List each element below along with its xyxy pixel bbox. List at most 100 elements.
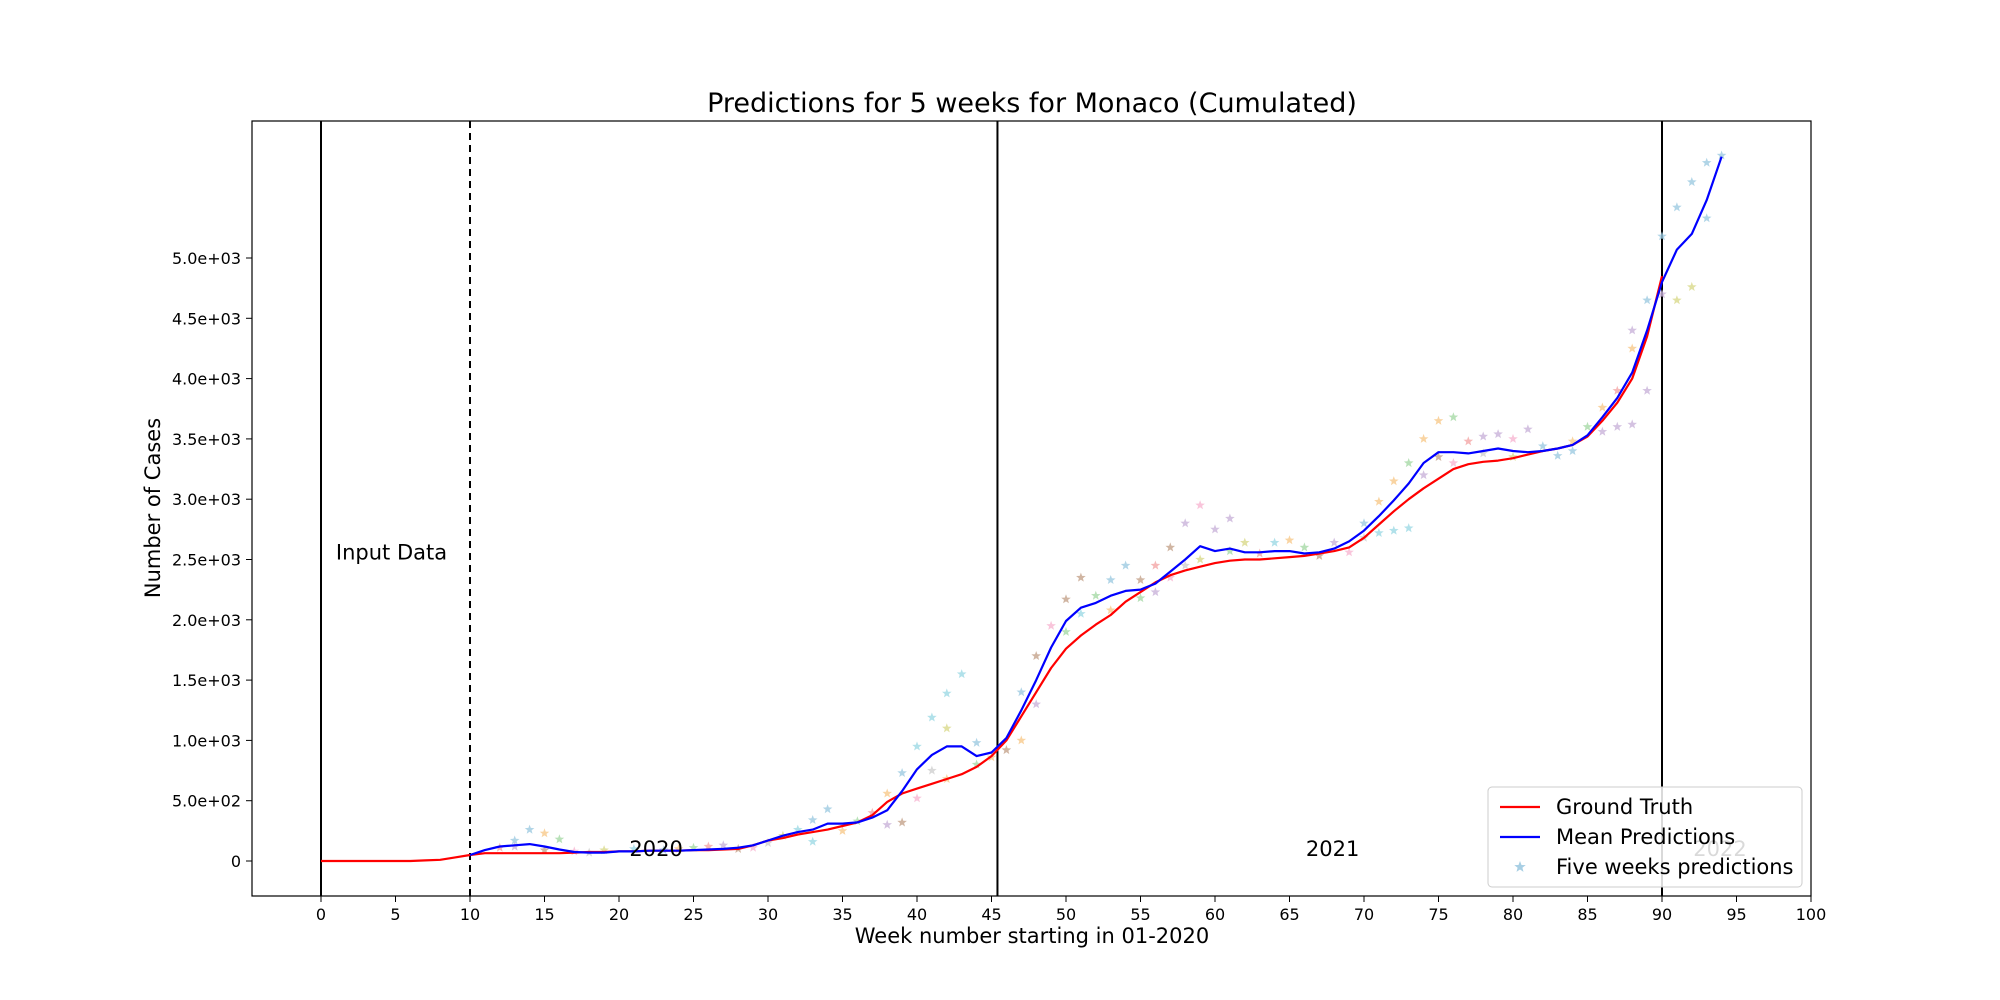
y-tick-label: 0 — [231, 852, 241, 871]
prediction-point — [718, 840, 729, 850]
prediction-point — [1433, 415, 1444, 425]
prediction-point — [897, 768, 907, 777]
y-axis: 0 5.0e+02 1.0e+03 1.5e+03 2.0e+03 2.5e+03 3.0e… — [172, 249, 252, 871]
prediction-point — [1657, 289, 1667, 299]
prediction-point — [1195, 500, 1205, 510]
prediction-point — [1061, 594, 1071, 604]
prediction-point — [1612, 385, 1623, 395]
prediction-point — [1374, 528, 1384, 537]
x-tick-label: 50 — [1056, 905, 1076, 924]
prediction-point — [1225, 513, 1235, 523]
prediction-point — [1493, 429, 1503, 439]
prediction-point — [1687, 281, 1697, 291]
prediction-point — [1120, 560, 1131, 570]
x-tick-label: 85 — [1577, 905, 1597, 924]
prediction-point — [1135, 575, 1146, 584]
x-tick-label: 25 — [683, 905, 703, 924]
prediction-point — [1552, 450, 1563, 460]
prediction-point — [1135, 593, 1146, 603]
prediction-point — [1180, 560, 1190, 570]
prediction-point — [1031, 651, 1041, 660]
x-tick-label: 20 — [609, 905, 629, 924]
prediction-point — [1329, 537, 1339, 547]
x-tick-label: 45 — [981, 905, 1001, 924]
x-tick-label: 100 — [1796, 905, 1827, 924]
prediction-point — [1627, 343, 1637, 353]
prediction-point — [1210, 524, 1220, 534]
prediction-point — [539, 845, 550, 855]
prediction-point — [539, 828, 550, 838]
prediction-point — [748, 842, 758, 852]
prediction-point — [1165, 542, 1176, 552]
prediction-point — [554, 834, 565, 844]
y-tick-label: 3.0e+03 — [172, 490, 241, 509]
prediction-point — [1701, 213, 1712, 223]
prediction-point — [1001, 745, 1012, 755]
prediction-point — [1627, 419, 1637, 429]
y-tick-label: 1.0e+03 — [172, 731, 241, 750]
y-tick-label: 4.0e+03 — [172, 370, 241, 389]
prediction-point — [599, 845, 609, 855]
prediction-point — [524, 824, 535, 834]
prediction-point — [897, 817, 907, 827]
prediction-point — [1359, 518, 1369, 528]
y-tick-label: 3.5e+03 — [172, 430, 241, 449]
prediction-point — [1523, 424, 1533, 434]
prediction-point — [1091, 590, 1101, 600]
prediction-point — [1508, 433, 1518, 443]
prediction-point — [1389, 476, 1399, 486]
prediction-point — [1314, 550, 1325, 560]
prediction-point — [629, 843, 639, 853]
prediction-point — [912, 741, 922, 751]
plot-frame — [251, 120, 1812, 897]
prediction-point — [1657, 231, 1667, 241]
ground-truth-line — [321, 275, 1664, 863]
y-axis-title: Number of Cases — [141, 418, 165, 598]
prediction-point — [942, 688, 952, 698]
prediction-point — [837, 825, 848, 835]
prediction-point — [673, 843, 684, 853]
scatter-series — [495, 150, 1727, 857]
vertical-lines — [320, 121, 1663, 896]
prediction-point — [1016, 735, 1027, 745]
prediction-point — [1150, 560, 1161, 570]
prediction-point — [1403, 458, 1414, 468]
prediction-point — [688, 842, 699, 852]
prediction-point — [1612, 421, 1623, 431]
x-tick-label: 90 — [1652, 905, 1672, 924]
prediction-point — [1627, 325, 1637, 335]
plot-area: Input Data202020212022 — [251, 120, 1812, 897]
prediction-point — [763, 837, 773, 847]
prediction-point — [1687, 177, 1697, 187]
prediction-point — [1672, 295, 1682, 305]
legend-label: Mean Predictions — [1556, 825, 1735, 849]
prediction-point — [1597, 402, 1608, 412]
prediction-point — [1240, 537, 1250, 547]
prediction-point — [1389, 525, 1399, 535]
x-tick-label: 95 — [1726, 905, 1746, 924]
prediction-point — [1061, 626, 1071, 636]
prediction-point — [1582, 421, 1593, 431]
prediction-point — [793, 824, 803, 834]
prediction-point — [942, 723, 952, 733]
x-tick-label: 60 — [1205, 905, 1225, 924]
x-tick-label: 70 — [1354, 905, 1374, 924]
y-tick-label: 2.0e+03 — [172, 611, 241, 630]
legend-box — [1487, 786, 1803, 888]
prediction-point — [1672, 202, 1682, 212]
x-tick-label: 10 — [460, 905, 480, 924]
mean-predictions-line — [469, 156, 1723, 857]
prediction-point — [867, 807, 878, 817]
y-tick-label: 1.5e+03 — [172, 671, 241, 690]
prediction-point — [1105, 575, 1116, 584]
prediction-point — [1150, 587, 1161, 597]
x-axis-title: Week number starting in 01-2020 — [855, 924, 1209, 948]
x-tick-label: 40 — [907, 905, 927, 924]
x-tick-label: 65 — [1279, 905, 1299, 924]
y-tick-label: 4.5e+03 — [172, 309, 241, 328]
chart-title: Predictions for 5 weeks for Monaco (Cumu… — [707, 88, 1357, 119]
prediction-point — [1701, 157, 1712, 167]
prediction-point — [1076, 608, 1086, 618]
legend-swatch — [1514, 861, 1526, 872]
